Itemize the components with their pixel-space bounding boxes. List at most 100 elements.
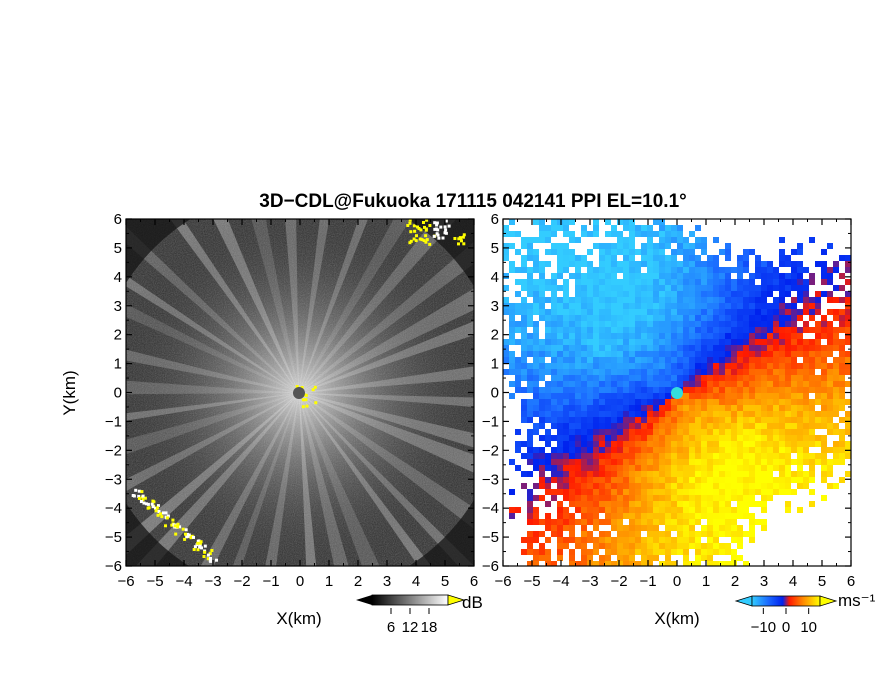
velocity-pixel	[713, 453, 719, 459]
velocity-pixel	[785, 453, 791, 459]
velocity-pixel	[575, 441, 581, 447]
velocity-pixel	[605, 303, 611, 309]
velocity-pixel	[797, 375, 803, 381]
velocity-pixel	[545, 387, 551, 393]
velocity-pixel	[575, 501, 581, 507]
snr-pixel	[305, 404, 309, 408]
velocity-pixel	[701, 423, 707, 429]
velocity-pixel	[827, 381, 833, 387]
velocity-pixel	[767, 315, 773, 321]
velocity-pixel	[581, 453, 587, 459]
velocity-pixel	[713, 429, 719, 435]
velocity-pixel	[611, 453, 617, 459]
velocity-pixel	[599, 243, 605, 249]
velocity-pixel	[539, 399, 545, 405]
velocity-pixel	[635, 531, 641, 537]
velocity-pixel	[563, 465, 569, 471]
velocity-pixel	[713, 549, 719, 555]
velocity-pixel	[593, 507, 599, 513]
velocity-pixel	[575, 369, 581, 375]
velocity-pixel	[785, 261, 791, 267]
velocity-pixel	[713, 531, 719, 537]
velocity-pixel	[617, 243, 623, 249]
velocity-pixel	[581, 405, 587, 411]
velocity-pixel	[743, 387, 749, 393]
velocity-pixel	[551, 357, 557, 363]
velocity-pixel	[785, 381, 791, 387]
velocity-pixel	[587, 267, 593, 273]
snr-pixel	[151, 505, 155, 509]
velocity-pixel	[557, 465, 563, 471]
x-tick-label: 5	[818, 573, 826, 590]
velocity-pixel	[521, 399, 527, 405]
velocity-pixel	[707, 429, 713, 435]
velocity-pixel	[749, 351, 755, 357]
velocity-pixel	[767, 387, 773, 393]
snr-pixel	[192, 535, 195, 539]
velocity-pixel	[767, 291, 773, 297]
velocity-pixel	[563, 483, 569, 489]
velocity-pixel	[581, 495, 587, 501]
velocity-pixel	[527, 447, 533, 453]
velocity-pixel	[719, 381, 725, 387]
snr-pixel	[424, 234, 428, 238]
velocity-pixel	[737, 315, 743, 321]
velocity-pixel	[551, 345, 557, 351]
velocity-pixel	[827, 405, 833, 411]
velocity-pixel	[821, 495, 827, 501]
velocity-pixel	[743, 417, 749, 423]
velocity-pixel	[557, 489, 563, 495]
velocity-pixel	[515, 249, 521, 255]
velocity-pixel	[605, 345, 611, 351]
snr-pixel	[461, 235, 465, 239]
velocity-pixel	[731, 339, 737, 345]
velocity-pixel	[695, 441, 701, 447]
snr-pixel	[423, 225, 426, 229]
velocity-pixel	[509, 459, 515, 465]
velocity-pixel	[515, 279, 521, 285]
velocity-pixel	[713, 315, 719, 321]
velocity-pixel	[665, 279, 671, 285]
velocity-pixel	[713, 405, 719, 411]
snr-pixel	[304, 393, 308, 397]
velocity-pixel	[647, 447, 653, 453]
velocity-pixel	[647, 483, 653, 489]
velocity-pixel	[671, 237, 677, 243]
velocity-pixel	[701, 273, 707, 279]
velocity-pixel	[527, 489, 533, 495]
velocity-pixel	[713, 339, 719, 345]
y-tick-label: −5	[482, 529, 499, 546]
snr-pixel	[137, 494, 141, 498]
velocity-pixel	[587, 381, 593, 387]
velocity-pixel	[725, 501, 731, 507]
velocity-colorbar-right-arrow	[819, 595, 838, 607]
velocity-pixel	[731, 303, 737, 309]
velocity-pixel	[773, 375, 779, 381]
velocity-pixel	[599, 483, 605, 489]
velocity-pixel	[743, 351, 749, 357]
velocity-pixel	[755, 357, 761, 363]
velocity-pixel	[755, 453, 761, 459]
velocity-pixel	[677, 411, 683, 417]
velocity-pixel	[671, 471, 677, 477]
velocity-pixel	[803, 339, 809, 345]
velocity-pixel	[815, 423, 821, 429]
velocity-pixel	[683, 291, 689, 297]
velocity-pixel	[779, 405, 785, 411]
velocity-pixel	[743, 315, 749, 321]
velocity-pixel	[731, 495, 737, 501]
velocity-pixel	[551, 519, 557, 525]
velocity-pixel	[599, 321, 605, 327]
velocity-pixel	[665, 333, 671, 339]
velocity-pixel	[803, 267, 809, 273]
velocity-pixel	[689, 495, 695, 501]
velocity-pixel	[593, 429, 599, 435]
velocity-pixel	[581, 291, 587, 297]
velocity-pixel	[521, 243, 527, 249]
velocity-pixel	[575, 471, 581, 477]
velocity-pixel	[557, 447, 563, 453]
velocity-pixel	[617, 471, 623, 477]
velocity-pixel	[647, 345, 653, 351]
velocity-pixel	[611, 501, 617, 507]
velocity-pixel	[605, 267, 611, 273]
